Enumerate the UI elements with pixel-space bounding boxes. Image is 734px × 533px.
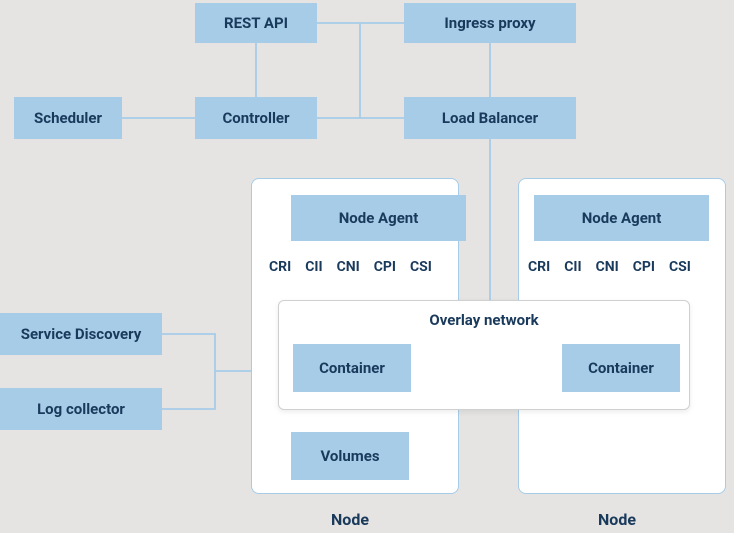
rest-api-box: REST API: [195, 3, 317, 43]
interface-label: CPI: [633, 259, 655, 275]
ingress-proxy-box: Ingress proxy: [404, 3, 576, 43]
interface-label: CII: [564, 259, 581, 275]
node1-label: Node: [331, 510, 369, 529]
log-collector-box: Log collector: [0, 388, 162, 430]
interface-label: CSI: [410, 259, 432, 275]
interface-label: CNI: [596, 259, 619, 275]
interface-label: CRI: [269, 259, 291, 275]
interface-label: CSI: [669, 259, 691, 275]
interface-label: CPI: [374, 259, 396, 275]
overlay-network-title: Overlay network: [279, 301, 689, 329]
container-2-box: Container: [562, 344, 680, 392]
volumes-box: Volumes: [291, 432, 409, 480]
node2-interfaces: CRI CII CNI CPI CSI: [528, 259, 691, 275]
interface-label: CII: [305, 259, 322, 275]
node-agent-1-box: Node Agent: [291, 195, 466, 241]
interface-label: CRI: [528, 259, 550, 275]
load-balancer-box: Load Balancer: [404, 97, 576, 139]
service-discovery-box: Service Discovery: [0, 313, 162, 355]
node1-interfaces: CRI CII CNI CPI CSI: [269, 259, 432, 275]
node2-label: Node: [598, 510, 636, 529]
node-agent-2-box: Node Agent: [534, 195, 709, 241]
container-1-box: Container: [293, 344, 411, 392]
scheduler-box: Scheduler: [14, 97, 122, 139]
interface-label: CNI: [337, 259, 360, 275]
controller-box: Controller: [195, 97, 317, 139]
